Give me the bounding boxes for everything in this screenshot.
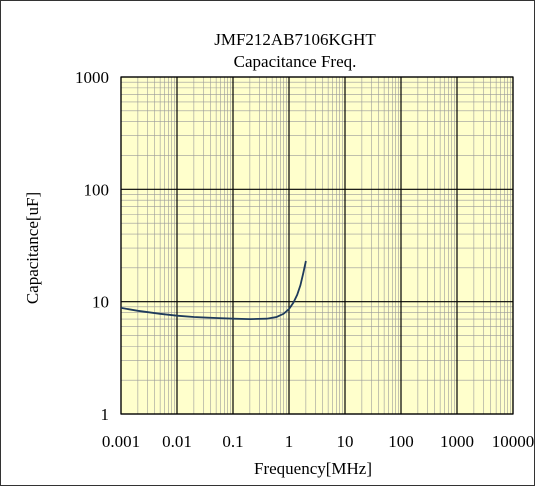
- y-tick-label: 100: [84, 180, 110, 199]
- y-tick-label: 1000: [75, 68, 109, 87]
- plot-area: 0.001 0.01 0.1 1 10 100 1000 10000 1 10 100 1000: [75, 68, 534, 451]
- y-axis-label: Capacitance[uF]: [23, 192, 42, 304]
- x-tick-label: 0.01: [162, 432, 192, 451]
- chart-title: JMF212AB7106KGHT: [214, 30, 376, 49]
- x-tick-label: 10000: [492, 432, 534, 451]
- plot-border: [120, 76, 514, 415]
- x-axis-label: Frequency[MHz]: [254, 459, 372, 478]
- chart-subtitle: Capacitance Freq.: [234, 52, 357, 71]
- y-tick-label: 10: [92, 293, 109, 312]
- plot-background: [121, 77, 513, 414]
- x-tick-label: 1000: [440, 432, 474, 451]
- y-tick-label: 1: [101, 405, 110, 424]
- x-tick-label: 1: [285, 432, 294, 451]
- series-line: [120, 260, 307, 321]
- x-tick-label: 10: [337, 432, 354, 451]
- x-tick-label: 100: [388, 432, 414, 451]
- x-tick-label: 0.001: [102, 432, 140, 451]
- x-tick-label: 0.1: [222, 432, 243, 451]
